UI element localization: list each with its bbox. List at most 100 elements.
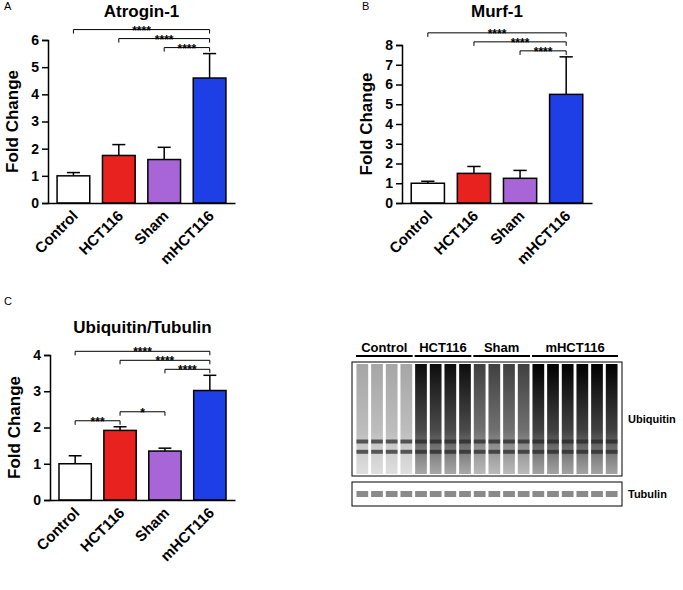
x-tick: Sham [131,203,172,248]
y-tick-label: 0 [385,195,393,211]
y-tick-mark [42,67,48,69]
panel-label: C [4,295,12,307]
y-tick-label: 1 [31,168,39,184]
blot-band [371,440,383,444]
blot-band [459,440,471,444]
error-cap [513,170,526,172]
blot-group-label: Control [361,340,407,355]
blot-tubulin-band [518,491,530,497]
blot-lane-smear [547,364,559,474]
blot-band [518,450,530,454]
y-tick: 0 [33,492,50,508]
blot-lane-smear [532,364,544,474]
blot-tubulin-band [576,491,588,497]
y-tick: 1 [33,456,50,472]
error-bar [118,145,120,156]
x-tick-label: HCT116 [77,504,128,555]
significance-label: **** [155,33,174,47]
y-tick-label: 5 [385,96,393,112]
y-tick-label: 2 [31,141,39,157]
significance-label: **** [511,36,530,50]
y-tick: 3 [31,113,48,129]
blot-lane-smear [400,364,412,474]
x-tick: HCT116 [430,203,481,258]
bar [411,183,444,203]
y-tick-mark [396,65,402,67]
y-tick: 1 [385,175,402,191]
x-axis: ControlHCT116ShammHCT116 [33,500,236,564]
blot-band [444,450,456,454]
y-axis-line [44,356,51,501]
y-tick-label: 4 [33,347,41,363]
blot-lane-smear [415,364,427,474]
y-tick-label: 6 [31,32,39,48]
blot-band [576,440,588,444]
chart-panel: 012345678ControlHCT116ShammHCT116Murf-1F… [357,0,593,267]
blot-lane-smear [606,364,618,474]
blot-band [606,440,618,444]
y-tick-mark [42,40,48,42]
blot-group-label: HCT116 [419,340,467,355]
blot-lane-smear [503,364,515,474]
y-tick: 3 [33,383,50,399]
x-tick: Sham [487,203,528,248]
x-tick: Control [31,203,81,257]
y-tick: 7 [385,57,402,73]
y-tick-label: 3 [385,136,393,152]
blot-lane-smear [576,364,588,474]
blot-band [488,450,500,454]
figure: 0123456ControlHCT116ShammHCT116Atrogin-1… [0,0,683,590]
blot-tubulin-band [562,491,574,497]
y-tick-label: 4 [385,116,393,132]
significance-label: **** [133,345,152,359]
significance-label: * [140,406,145,420]
blot-band [547,450,559,454]
blot-lane-smear [562,364,574,474]
blot-group-underline [532,355,618,357]
y-tick-label: 2 [385,155,393,171]
plot-area [411,57,583,203]
blot-band-label: Ubiquitin [628,413,676,425]
x-tick-label: Sham [131,207,172,248]
blot-tubulin-band [503,491,515,497]
plot-area [59,375,226,500]
chart-panel: 01234ControlHCT116ShammHCT116Ubiquitin/T… [4,295,236,564]
significance-label: **** [488,27,507,41]
y-tick-mark [396,84,402,86]
y-tick-mark [396,104,402,106]
y-tick: 8 [385,37,402,53]
error-bar [209,375,211,390]
x-tick-label: Control [31,207,81,257]
blot-lane-smear [518,364,530,474]
y-tick: 4 [31,86,48,102]
x-tick: HCT116 [77,500,128,555]
blot-tubulin-band [547,491,559,497]
blot-band [532,450,544,454]
error-cap [114,426,127,428]
bar [102,155,135,203]
error-cap [112,144,125,146]
x-tick: mHCT116 [157,203,217,267]
y-axis: 0123456 [31,32,48,211]
y-tick: 5 [31,59,48,75]
bar [457,173,490,203]
y-tick: 6 [385,76,402,92]
blot-band [562,450,574,454]
blot-band [371,450,383,454]
blot-lane-smear [430,364,442,474]
blot-band [430,440,442,444]
blot-band [356,450,368,454]
error-bar [74,456,76,464]
y-axis-line [42,41,49,204]
bar [148,160,181,203]
blot-band [562,440,574,444]
panel-label: A [4,0,12,12]
significance-label: **** [178,363,197,377]
blot-group-underline [356,355,413,357]
error-bar [473,166,475,173]
y-tick: 5 [385,96,402,112]
significance-label: **** [178,42,197,56]
y-tick-label: 1 [385,175,393,191]
blot-band [430,450,442,454]
blot-lane-smear [591,364,603,474]
